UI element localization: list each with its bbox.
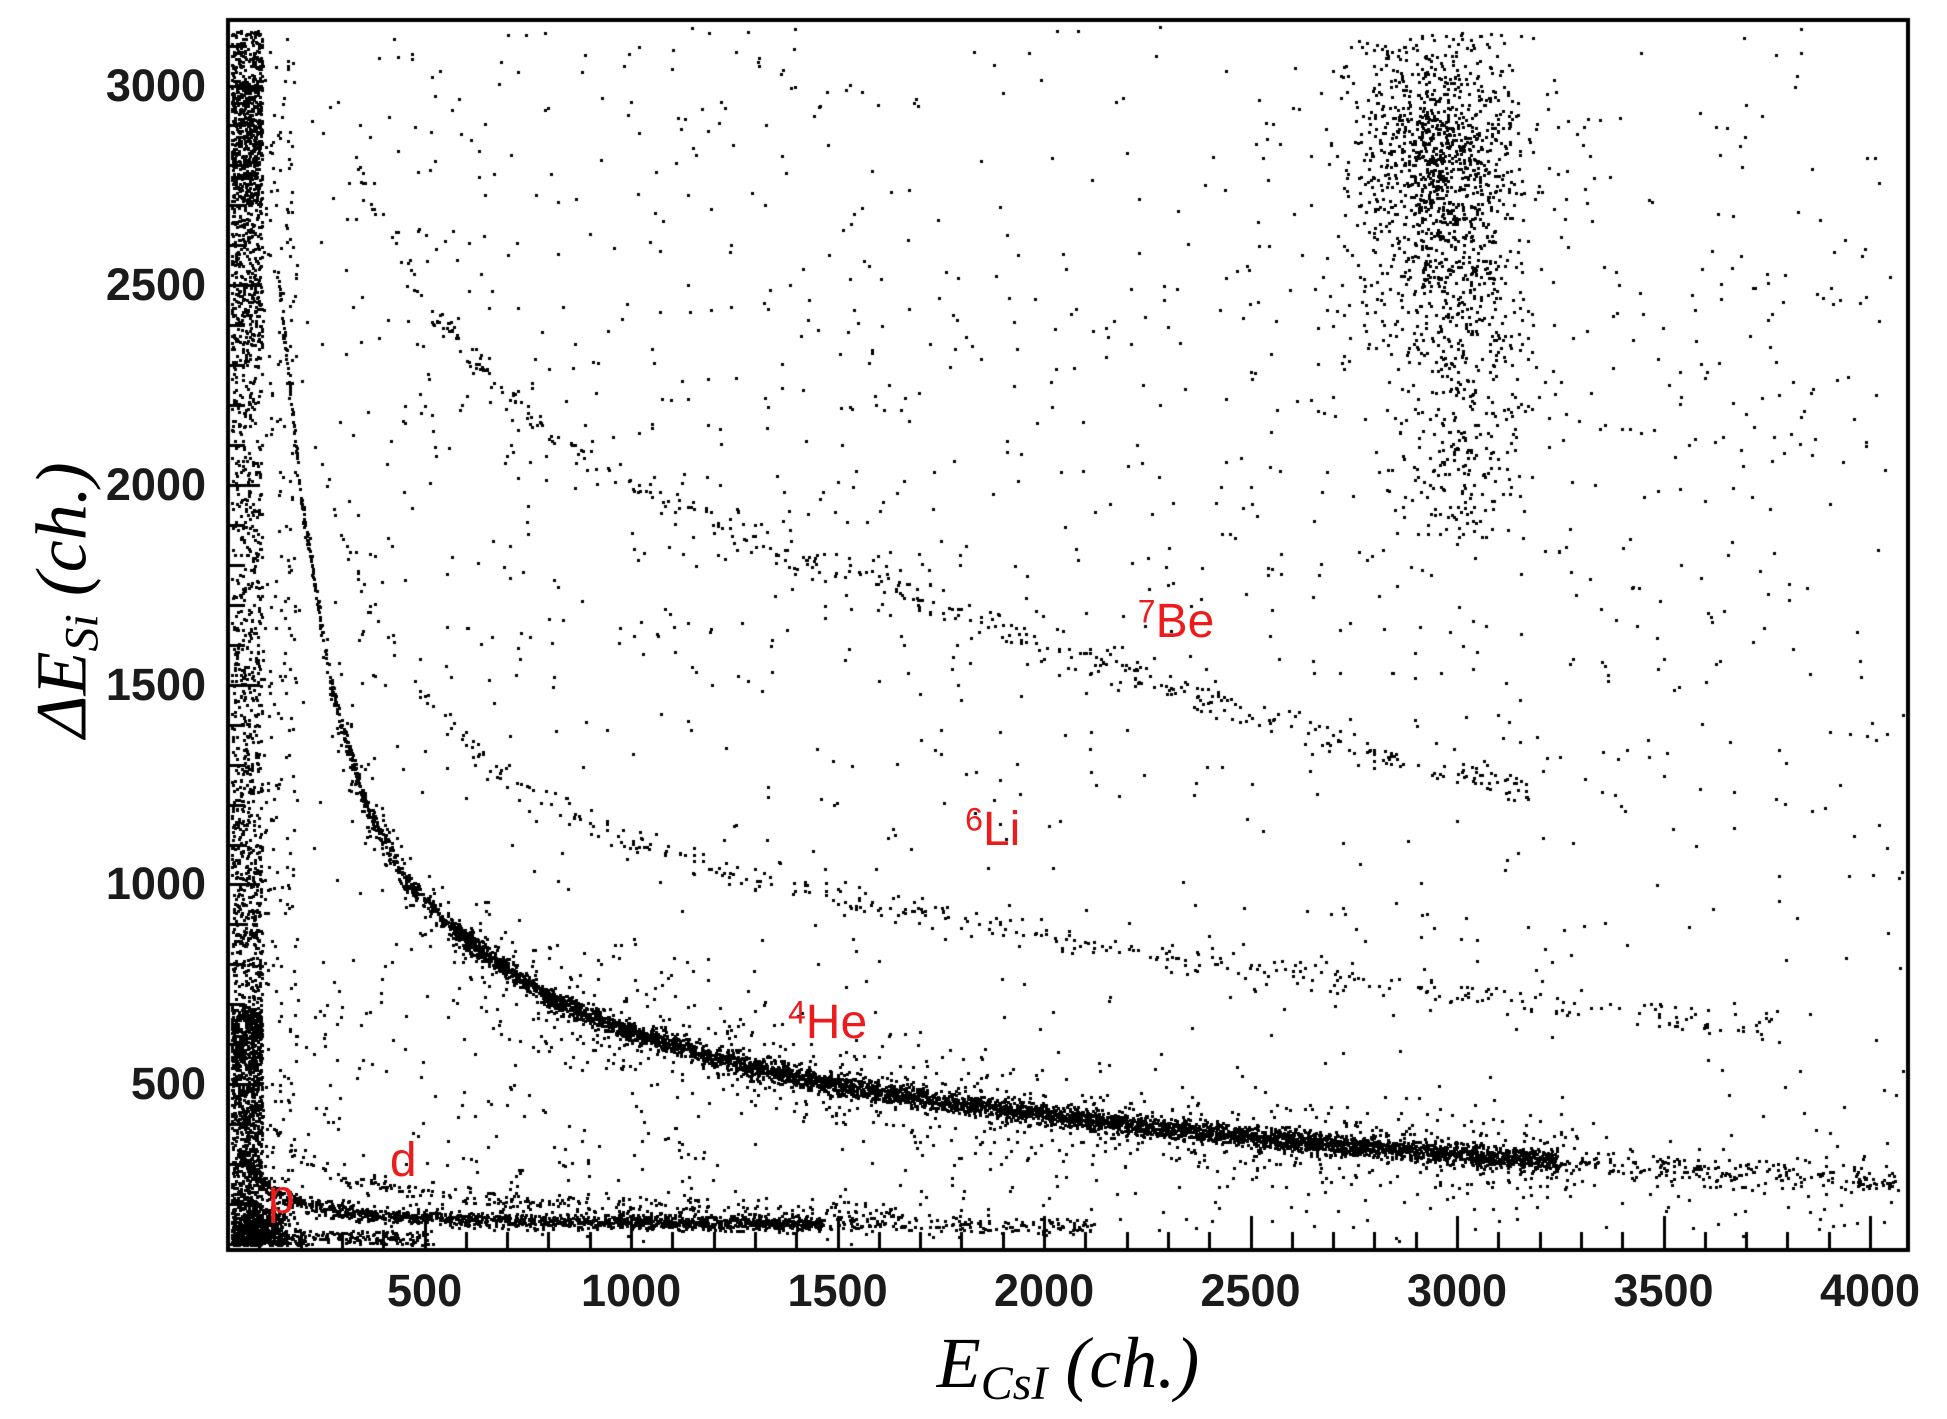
x-tick-label: 2000: [993, 1265, 1095, 1316]
x-axis-title-symbol: E: [936, 1323, 981, 1403]
particle-label-be7-symbol: Be: [1155, 595, 1215, 649]
y-axis-title-subscript: Si: [55, 614, 109, 652]
x-axis-title: ECsI (ch.): [936, 1322, 1200, 1408]
x-tick-label: 2500: [1200, 1265, 1301, 1316]
x-tick-label: 500: [387, 1265, 463, 1316]
y-axis-title: ΔESi (ch.): [21, 462, 109, 738]
y-tick-label: 3000: [105, 59, 206, 111]
particle-label-p: p: [268, 1172, 295, 1224]
particle-label-p-symbol: p: [268, 1171, 295, 1225]
y-tick-label: 500: [130, 1058, 206, 1110]
x-axis-title-units: (ch.): [1047, 1323, 1200, 1403]
y-tick-label: 2000: [105, 458, 206, 510]
particle-label-he4: 4He: [788, 997, 867, 1049]
particle-label-be7-mass-number: 7: [1137, 593, 1156, 630]
y-axis-title-units: (ch.): [21, 462, 102, 615]
x-tick-label: 3500: [1613, 1265, 1714, 1316]
particle-label-he4-mass-number: 4: [788, 994, 806, 1031]
particle-label-he4-symbol: He: [805, 996, 868, 1050]
particle-label-d: d: [389, 1133, 417, 1187]
x-tick-label: 3000: [1406, 1265, 1508, 1316]
particle-label-li6: 6Li: [965, 804, 1020, 856]
particle-label-li6-mass-number: 6: [965, 801, 983, 838]
y-tick-label: 1500: [105, 658, 206, 710]
x-axis-title-subscript: CsI: [980, 1357, 1048, 1410]
y-axis-title-symbol: ΔE: [21, 651, 102, 738]
particle-label-be7: 7Be: [1138, 596, 1215, 648]
x-tick-label: 1000: [581, 1265, 682, 1316]
particle-label-d-symbol: d: [389, 1133, 417, 1187]
y-tick-label: 1000: [105, 858, 206, 910]
particle-label-li6-symbol: Li: [982, 803, 1021, 857]
x-tick-label: 4000: [1819, 1265, 1921, 1316]
x-tick-label: 1500: [787, 1265, 888, 1316]
y-tick-label: 2500: [105, 259, 206, 311]
